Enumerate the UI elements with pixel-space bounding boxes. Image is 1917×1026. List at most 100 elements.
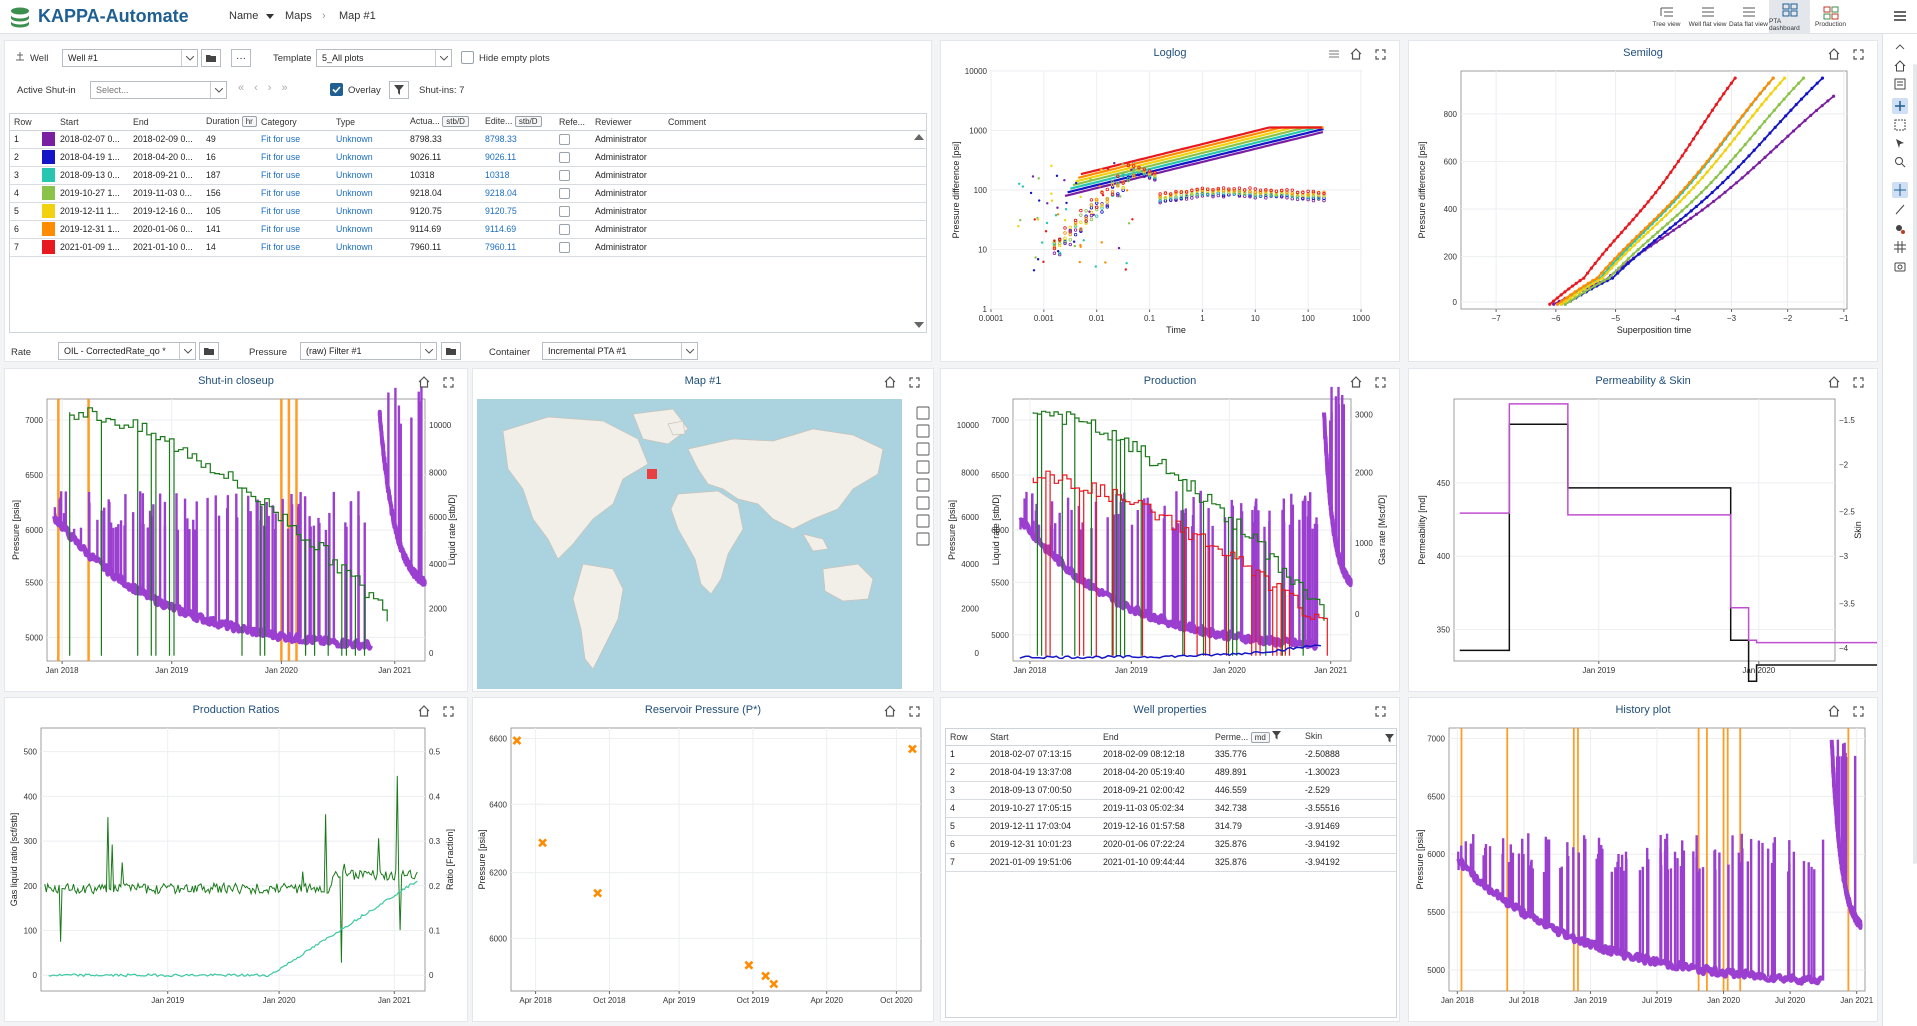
- filter-button[interactable]: [389, 81, 409, 99]
- table-row[interactable]: 2 2018-04-19 13:37:08 2018-04-20 05:19:40 4…: [946, 763, 1396, 782]
- fullscreen-icon[interactable]: [907, 375, 921, 389]
- pstar-point[interactable]: [538, 838, 548, 848]
- polygon-select-icon[interactable]: [916, 424, 930, 438]
- legend-icon[interactable]: [1892, 76, 1908, 92]
- select-icon[interactable]: [1892, 135, 1908, 151]
- crosshair-icon[interactable]: [1892, 182, 1908, 198]
- production-plot[interactable]: Jan 2018 Jan 2019 Jan 2020 Jan 2021 5000 5500…: [941, 369, 1399, 691]
- tree-view-button[interactable]: Tree view: [1646, 0, 1687, 34]
- pta-dashboard-button[interactable]: PTA dashboard: [1769, 0, 1810, 34]
- home-icon[interactable]: [1827, 704, 1841, 718]
- pan-icon[interactable]: [1892, 98, 1908, 114]
- table-row[interactable]: 6 2019-12-31 10:01:23 2020-01-06 07:22:24 3…: [946, 835, 1396, 854]
- table-row[interactable]: 7 2021-01-09 1... 2021-01-10 0... 14 Fit for…: [10, 238, 926, 257]
- fullscreen-icon[interactable]: [1851, 704, 1865, 718]
- pstar-point[interactable]: [769, 979, 779, 989]
- reference-checkbox[interactable]: [559, 169, 570, 181]
- pstar-point[interactable]: [512, 736, 522, 745]
- series-color-swatch[interactable]: [42, 240, 55, 254]
- brush-icon[interactable]: [916, 514, 930, 528]
- fullscreen-icon[interactable]: [907, 704, 921, 718]
- pstar-point[interactable]: [593, 888, 603, 898]
- table-row[interactable]: 7 2021-01-09 19:51:06 2021-01-10 09:44:44 3…: [946, 853, 1396, 872]
- hide-empty-plots-checkbox[interactable]: [461, 51, 474, 64]
- scroll-up-icon[interactable]: [914, 133, 924, 141]
- camera-icon[interactable]: [1892, 258, 1908, 274]
- reference-checkbox[interactable]: [559, 133, 570, 145]
- table-row[interactable]: 3 2018-09-13 0... 2018-09-21 0... 187 Fit fo…: [10, 166, 926, 185]
- active-shutin-select[interactable]: Select...: [90, 81, 227, 99]
- table-row[interactable]: 5 2019-12-11 17:03:04 2019-12-16 01:57:58 3…: [946, 817, 1396, 836]
- home-icon[interactable]: [916, 442, 930, 456]
- fullscreen-icon[interactable]: [1373, 375, 1387, 389]
- breadcrumb-map[interactable]: Map #1: [339, 10, 376, 22]
- draw-line-icon[interactable]: [1892, 201, 1908, 217]
- reference-checkbox[interactable]: [559, 223, 570, 235]
- overlay-checkbox[interactable]: [330, 83, 343, 96]
- menu-icon[interactable]: [1893, 10, 1907, 22]
- table-row[interactable]: 1 2018-02-07 0... 2018-02-09 0... 49 Fit for…: [10, 130, 926, 149]
- production-button[interactable]: Production: [1810, 0, 1851, 34]
- fullscreen-icon[interactable]: [1373, 704, 1387, 718]
- series-color-swatch[interactable]: [42, 222, 55, 236]
- reference-checkbox[interactable]: [559, 241, 570, 253]
- template-select[interactable]: 5_All plots: [316, 49, 452, 67]
- table-row[interactable]: 4 2019-10-27 17:05:15 2019-11-03 05:02:34 3…: [946, 799, 1396, 818]
- navigation-arrows[interactable]: «‹›»: [238, 82, 298, 94]
- table-row[interactable]: 6 2019-12-31 1... 2020-01-06 0... 141 Fit fo…: [10, 220, 926, 239]
- more-options-button[interactable]: ···: [231, 49, 251, 67]
- fullscreen-icon[interactable]: [441, 375, 455, 389]
- permeability-skin-plot[interactable]: Jan 2019 Jan 2020 350 400 450 −1.5 −2 −2.5 −3 −3.…: [1409, 369, 1877, 691]
- fullscreen-icon[interactable]: [1851, 375, 1865, 389]
- home-icon[interactable]: [883, 704, 897, 718]
- pressure-folder-button[interactable]: [441, 342, 461, 360]
- open-folder-button[interactable]: [201, 49, 221, 67]
- scroll-down-icon[interactable]: [914, 321, 924, 329]
- rate-folder-button[interactable]: [199, 342, 219, 360]
- scroll-up-icon[interactable]: [1892, 39, 1908, 55]
- pstar-point[interactable]: [908, 744, 917, 754]
- pstar-point[interactable]: [761, 971, 771, 981]
- marker-icon[interactable]: [1892, 221, 1908, 237]
- series-color-swatch[interactable]: [42, 204, 55, 218]
- series-color-swatch[interactable]: [42, 168, 55, 182]
- history-plot[interactable]: Jan 2018 Jul 2018 Jan 2019 Jul 2019 Jan 2020…: [1409, 698, 1877, 1021]
- semilog-plot[interactable]: −7 −6 −5 −4 −3 −2 −1 0 200 400 600 800 Superposition…: [1409, 41, 1877, 361]
- table-row[interactable]: 1 2018-02-07 07:13:15 2018-02-09 08:12:18 3…: [946, 745, 1396, 764]
- pressure-select[interactable]: (raw) Filter #1: [300, 342, 437, 360]
- well-flat-view-button[interactable]: Well flat view: [1687, 0, 1728, 34]
- home-icon[interactable]: [1892, 58, 1908, 74]
- rate-select[interactable]: OIL - CorrectedRate_qo *: [58, 342, 196, 360]
- series-color-swatch[interactable]: [42, 186, 55, 200]
- pstar-point[interactable]: [744, 960, 754, 970]
- select-box-icon[interactable]: [916, 406, 930, 420]
- fullscreen-icon[interactable]: [1851, 47, 1865, 61]
- well-select[interactable]: Well #1: [62, 49, 198, 67]
- table-row[interactable]: 5 2019-12-11 1... 2019-12-16 0... 105 Fit fo…: [10, 202, 926, 221]
- series-color-swatch[interactable]: [42, 150, 55, 164]
- reference-checkbox[interactable]: [559, 151, 570, 163]
- fullscreen-icon[interactable]: [1373, 47, 1387, 61]
- home-icon[interactable]: [1827, 47, 1841, 61]
- table-row[interactable]: 4 2019-10-27 1... 2019-11-03 0... 156 Fit fo…: [10, 184, 926, 203]
- fullscreen-icon[interactable]: [441, 704, 455, 718]
- table-row[interactable]: 3 2018-09-13 07:00:50 2018-09-21 02:00:42 4…: [946, 781, 1396, 800]
- home-icon[interactable]: [417, 704, 431, 718]
- zoom-icon[interactable]: [1892, 154, 1908, 170]
- home-icon[interactable]: [1827, 375, 1841, 389]
- data-flat-view-button[interactable]: Data flat view: [1728, 0, 1769, 34]
- shutin-closeup-plot[interactable]: Jan 2018 Jan 2019 Jan 2020 Jan 2021 5000 5500…: [5, 369, 467, 691]
- container-select[interactable]: Incremental PTA #1: [542, 342, 698, 360]
- reference-checkbox[interactable]: [559, 187, 570, 199]
- grid-icon[interactable]: [1892, 239, 1908, 255]
- series-color-swatch[interactable]: [42, 132, 55, 146]
- breadcrumb-maps[interactable]: Maps: [285, 10, 312, 22]
- home-icon[interactable]: [1349, 47, 1363, 61]
- chart-icon[interactable]: [916, 532, 930, 546]
- chevron-down-icon[interactable]: [266, 14, 274, 19]
- reference-checkbox[interactable]: [559, 205, 570, 217]
- legend-list-icon[interactable]: [1327, 47, 1341, 61]
- breadcrumb-name[interactable]: Name: [229, 10, 259, 22]
- table-row[interactable]: 2 2018-04-19 1... 2018-04-20 0... 16 Fit for…: [10, 148, 926, 167]
- zoom-box-icon[interactable]: [916, 460, 930, 474]
